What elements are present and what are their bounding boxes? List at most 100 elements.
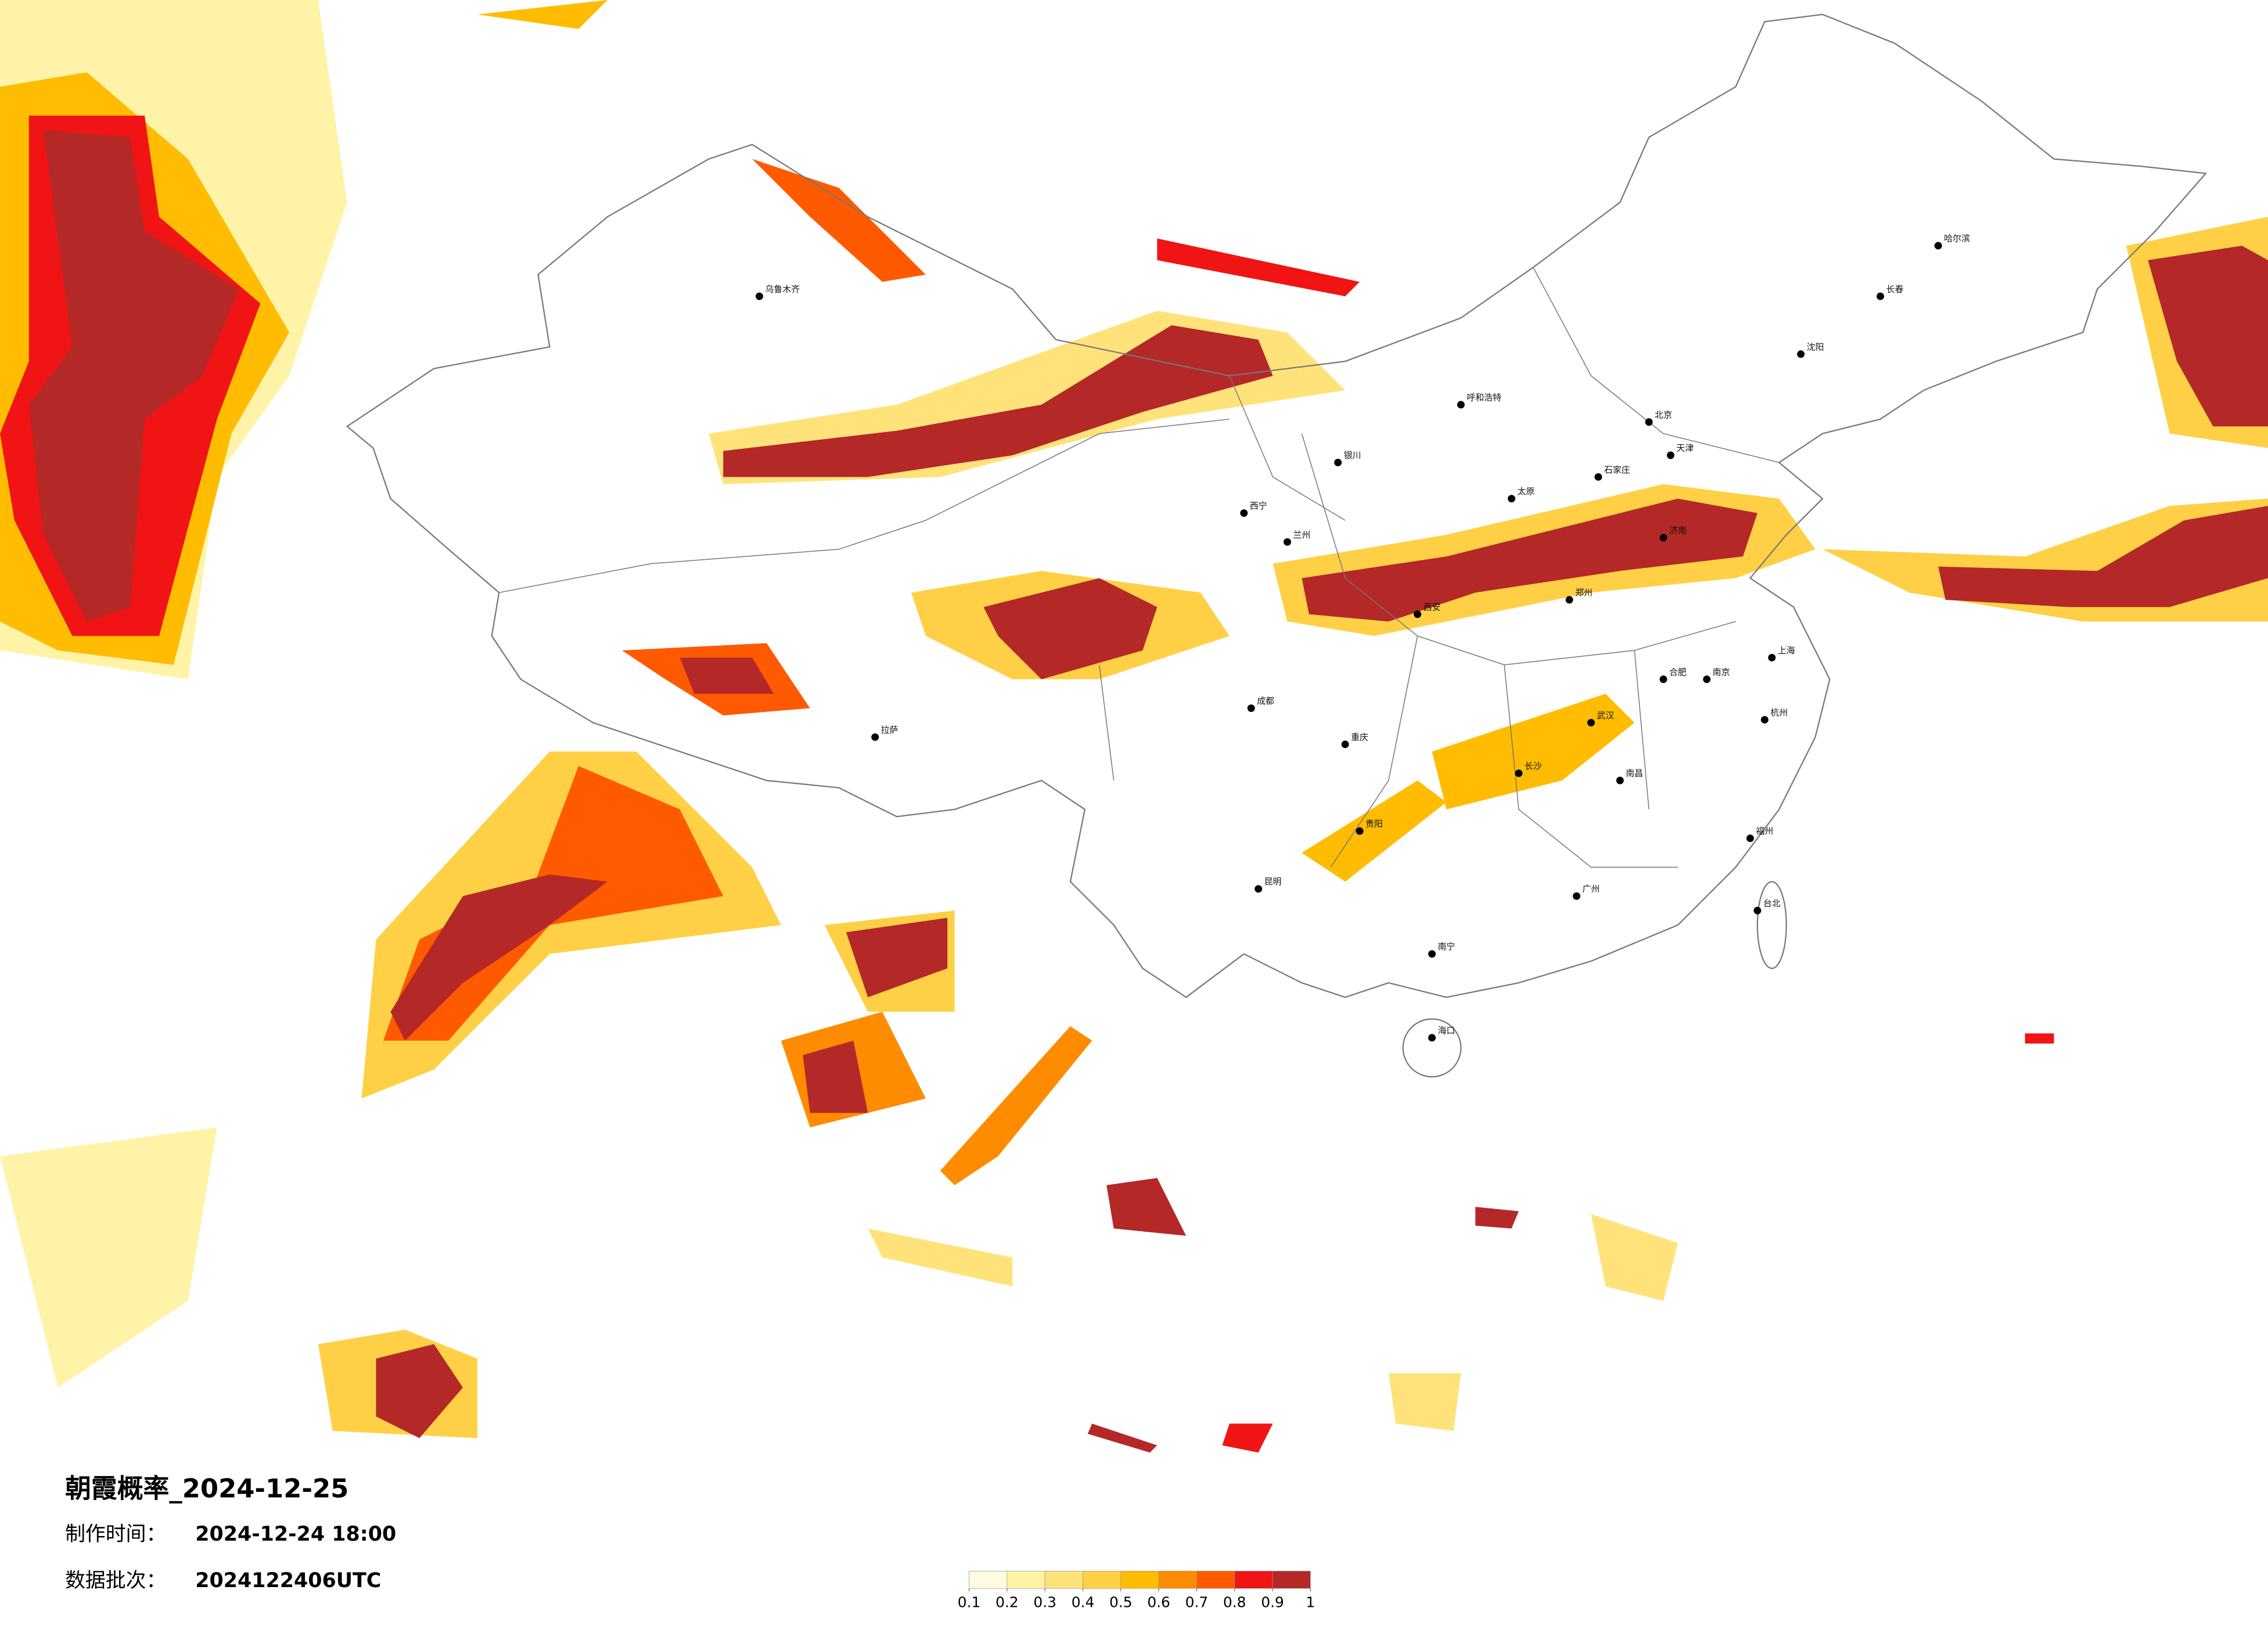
city-dot <box>1616 776 1624 785</box>
city-dot <box>1877 292 1885 300</box>
colorbar-label: 0.8 <box>1223 1594 1246 1611</box>
probability-area <box>1388 1373 1461 1431</box>
city-dot <box>1508 495 1515 503</box>
city-label: 银川 <box>1344 450 1361 461</box>
probability-area <box>940 1026 1092 1185</box>
probability-area <box>723 325 1273 477</box>
probability-area <box>803 1041 868 1113</box>
colorbar-label: 1 <box>1306 1594 1315 1611</box>
city-dot <box>1356 827 1364 835</box>
city-label: 天津 <box>1676 443 1694 454</box>
info-label: 数据批次： <box>65 1569 166 1592</box>
city-label: 合肥 <box>1669 667 1687 677</box>
city-label: 西宁 <box>1250 501 1267 511</box>
probability-area <box>390 874 608 1041</box>
city-dot <box>1934 242 1942 250</box>
city-label: 郑州 <box>1575 587 1593 598</box>
city-label: 兰州 <box>1293 530 1310 540</box>
city-label: 重庆 <box>1351 732 1368 742</box>
probability-area <box>752 159 926 282</box>
probability-area <box>1591 1214 1678 1301</box>
city-label: 杭州 <box>1770 707 1788 718</box>
probability-area <box>1157 238 1360 297</box>
city-dot <box>1659 534 1667 542</box>
city-dot <box>871 733 879 741</box>
city-label: 沈阳 <box>1807 341 1824 352</box>
city-label: 乌鲁木齐 <box>765 284 800 294</box>
probability-area <box>28 130 239 622</box>
border <box>346 13 2208 998</box>
city-dot <box>1240 509 1248 517</box>
city-label: 成都 <box>1257 696 1274 706</box>
city-dot <box>1753 906 1762 915</box>
city-label: 拉萨 <box>881 725 898 735</box>
city-label: 石家庄 <box>1604 465 1630 475</box>
city-label: 海口 <box>1437 1026 1455 1036</box>
colorbar-label: 0.3 <box>1033 1594 1056 1611</box>
city-dot <box>1703 675 1711 684</box>
probability-area <box>1938 506 2268 607</box>
info-value: 2024-12-24 18:00 <box>195 1523 396 1546</box>
colorbar-cell <box>1007 1571 1045 1589</box>
city-dot <box>1594 473 1602 481</box>
city-label: 北京 <box>1655 409 1672 420</box>
colorbar-cell <box>1120 1571 1159 1589</box>
city-dot <box>1587 718 1595 726</box>
city-dot <box>1428 1034 1436 1042</box>
taiwan <box>1756 881 1787 969</box>
city-dot <box>1797 350 1805 358</box>
colorbar-cell <box>1272 1571 1311 1589</box>
title: 朝霞概率_2024-12-25 <box>65 1473 348 1504</box>
colorbar-label: 0.4 <box>1072 1594 1095 1611</box>
colorbar-label: 0.5 <box>1109 1594 1133 1611</box>
city-dot <box>1515 769 1523 778</box>
probability-area <box>477 0 608 29</box>
colorbar-cell <box>1158 1571 1197 1589</box>
probability-area <box>868 1228 1013 1287</box>
city-label: 长沙 <box>1525 761 1542 771</box>
city-dot <box>1255 885 1263 893</box>
probability-area <box>2148 246 2268 427</box>
probability-area <box>1432 693 1635 810</box>
china-outline <box>346 13 2208 1078</box>
info-value: 2024122406UTC <box>195 1569 381 1592</box>
colorbar-cell <box>1083 1571 1122 1589</box>
colorbar: 0.1 0.2 0.3 0.4 0.5 0.6 0.7 0.8 0.9 1 <box>958 1571 1315 1611</box>
city-dot <box>1768 653 1776 661</box>
city-label: 贵阳 <box>1365 819 1383 829</box>
city-label: 广州 <box>1583 884 1600 894</box>
city-label: 南昌 <box>1626 768 1643 779</box>
city-dot <box>1573 892 1581 900</box>
colorbar-cell <box>969 1571 1008 1589</box>
city-dot <box>1760 715 1769 724</box>
city-dot <box>1457 401 1465 409</box>
colorbar-label: 0.9 <box>1261 1594 1284 1611</box>
probability-area <box>1087 1423 1158 1453</box>
probability-area <box>1475 1207 1519 1229</box>
city-label: 呼和浩特 <box>1467 392 1501 402</box>
colorbar-cell <box>1234 1571 1273 1589</box>
city-dot <box>756 292 763 300</box>
city-label: 昆明 <box>1264 876 1282 887</box>
probability-area <box>983 578 1158 679</box>
colorbar-label: 0.6 <box>1147 1594 1170 1611</box>
info-label: 制作时间： <box>65 1523 166 1546</box>
hainan <box>1402 1018 1462 1078</box>
probability-area <box>846 918 948 998</box>
city-dot <box>1666 451 1674 459</box>
colorbar-label: 0.1 <box>958 1594 981 1611</box>
probability-area <box>1222 1423 1273 1453</box>
probability-area <box>0 1127 217 1388</box>
city-label: 武汉 <box>1597 710 1614 721</box>
city-dot <box>1414 610 1422 618</box>
city-label: 南京 <box>1713 667 1730 677</box>
city-label: 南宁 <box>1437 941 1455 952</box>
colorbar-cell <box>1044 1571 1083 1589</box>
city-dot <box>1645 418 1653 426</box>
probability-area <box>680 657 774 694</box>
city-dot <box>1284 538 1291 546</box>
city-label: 太原 <box>1517 486 1534 497</box>
city-label: 福州 <box>1756 826 1773 836</box>
city-label: 台北 <box>1763 898 1781 909</box>
